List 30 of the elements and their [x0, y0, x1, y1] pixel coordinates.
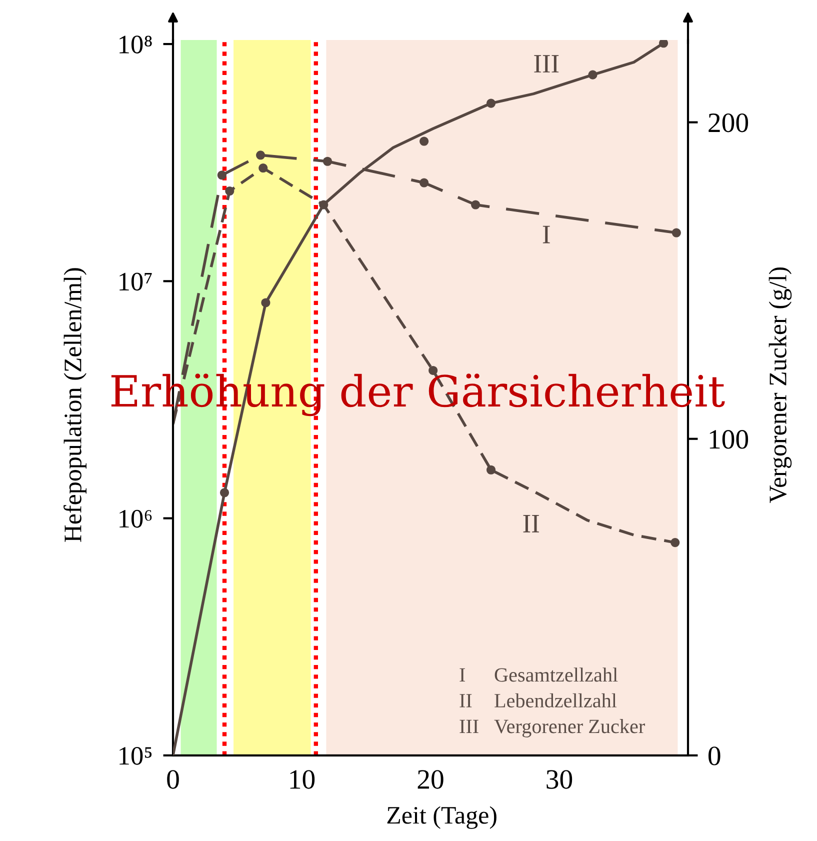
x-tick-label: 10 — [290, 770, 315, 789]
series-label: I — [542, 226, 550, 244]
point — [420, 178, 429, 188]
series-label: II — [523, 515, 539, 532]
point — [225, 186, 234, 196]
y2-tick-label: 0 — [708, 746, 720, 766]
annotation: II Lebendzellzahl — [460, 693, 617, 708]
y2-tick-label: 200 — [708, 113, 748, 132]
point — [258, 164, 268, 173]
y2-tick-label: 100 — [710, 430, 748, 449]
series-label: III — [534, 55, 559, 72]
y-tick-label: 10⁵ — [120, 747, 152, 765]
y2-axis-title: Vergorener Zucker (g/l) — [768, 267, 792, 504]
point — [217, 170, 226, 180]
x-tick-label: 20 — [418, 770, 444, 789]
y-tick-label: 10⁶ — [120, 510, 152, 528]
point — [486, 465, 496, 474]
point — [256, 150, 266, 160]
point — [471, 200, 480, 210]
text: I Gesamtzellzahl — [460, 668, 618, 682]
x-tick-label: 30 — [546, 770, 572, 789]
x-axis-title: Zeit (Tage) — [387, 806, 496, 829]
point — [672, 228, 681, 238]
x-tick-label: 0 — [167, 770, 179, 789]
point — [670, 538, 680, 548]
y-tick-label: 10⁸ — [120, 36, 152, 54]
y-axis-title: Hefepopulation (Zellen/ml) — [64, 268, 86, 542]
y-tick-label: 10⁷ — [120, 272, 152, 291]
point — [322, 156, 332, 166]
annotation: III Vergorener Zucker — [460, 719, 645, 738]
